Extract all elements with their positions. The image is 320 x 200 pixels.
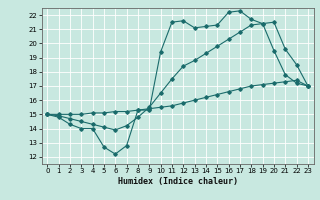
X-axis label: Humidex (Indice chaleur): Humidex (Indice chaleur): [118, 177, 237, 186]
